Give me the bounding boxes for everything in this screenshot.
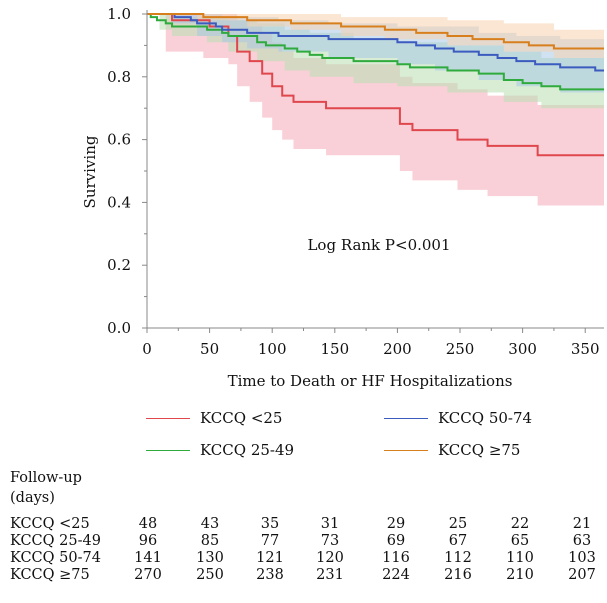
at-risk-header-line1: Follow-up [10, 470, 82, 486]
at-risk-row-kccq-ge75: KCCQ ≥75 270 250 238 231 224 216 210 207 [10, 567, 607, 584]
at-risk-cell: 85 [200, 533, 220, 549]
y-tick-label: 0.4 [107, 193, 131, 211]
at-risk-cell: 216 [444, 567, 472, 583]
survival-chart: 0.00.20.40.60.81.00 50 100 150 200 250 300 350 … [81, 5, 604, 390]
legend-swatch-kccq-25-49 [146, 449, 190, 451]
at-risk-cell: 43 [200, 516, 220, 532]
legend-item-kccq-25-49: KCCQ 25-49 [146, 441, 294, 459]
legend-item-kccq-ge75: KCCQ ≥75 [384, 441, 520, 459]
at-risk-cell: 35 [260, 516, 280, 532]
at-risk-row-kccq-lt25: KCCQ <25 48 43 35 31 29 25 22 21 [10, 516, 607, 533]
legend: KCCQ <25 KCCQ 50-74 KCCQ 25-49 KCCQ ≥75 [0, 405, 607, 465]
at-risk-cell: 121 [256, 550, 284, 566]
at-risk-cell: 77 [260, 533, 280, 549]
legend-swatch-kccq-50-74 [384, 417, 428, 419]
at-risk-cell: 65 [510, 533, 530, 549]
y-tick-label: 0.2 [107, 256, 131, 274]
at-risk-cell: 224 [382, 567, 410, 583]
at-risk-cell: 116 [382, 550, 410, 566]
at-risk-row-kccq-50-74: KCCQ 50-74 141 130 121 120 116 112 110 103 [10, 550, 607, 567]
y-tick-label: 0.8 [107, 68, 131, 86]
at-risk-cell: 63 [572, 533, 592, 549]
legend-swatch-kccq-ge75 [384, 449, 428, 451]
y-tick-label: 0.0 [107, 319, 131, 337]
x-tick-label: 350 [571, 340, 600, 358]
curve-kccq-50-74 [147, 13, 604, 72]
curve-kccq-25-49 [147, 13, 604, 91]
at-risk-cell: 130 [196, 550, 224, 566]
annotation-logrank: Log Rank P<0.001 [307, 236, 450, 254]
x-tick-label: 300 [508, 340, 537, 358]
survival-curves [147, 13, 604, 157]
x-tick-label: 200 [383, 340, 412, 358]
legend-item-kccq-lt25: KCCQ <25 [146, 409, 282, 427]
legend-label: KCCQ 25-49 [200, 441, 295, 459]
at-risk-header: Follow-up (days) [10, 468, 82, 508]
at-risk-cell: 31 [320, 516, 340, 532]
at-risk-cell: 112 [444, 550, 472, 566]
at-risk-cell: 238 [256, 567, 284, 583]
at-risk-cell: 270 [134, 567, 162, 583]
at-risk-cell: 22 [510, 516, 530, 532]
at-risk-cell: 207 [568, 567, 596, 583]
confidence-bands [147, 14, 604, 206]
curve-kccq-ge75 [147, 13, 604, 50]
at-risk-row-label: KCCQ ≥75 [10, 567, 90, 583]
x-tick-label: 0 [142, 340, 152, 358]
at-risk-row-label: KCCQ <25 [10, 516, 90, 532]
at-risk-row-label: KCCQ 50-74 [10, 550, 101, 566]
at-risk-cell: 25 [448, 516, 468, 532]
axes: 0.0 0.2 0.4 0.6 0.8 1.0 0 50 100 150 200 250 300 350 [107, 5, 604, 358]
at-risk-header-line2: (days) [10, 490, 55, 506]
at-risk-cell: 110 [506, 550, 534, 566]
at-risk-cell: 67 [448, 533, 468, 549]
at-risk-cell: 69 [386, 533, 406, 549]
x-tick-label: 150 [320, 340, 349, 358]
at-risk-cell: 231 [316, 567, 344, 583]
x-tick-label: 50 [200, 340, 219, 358]
at-risk-cell: 48 [138, 516, 158, 532]
legend-label: KCCQ 50-74 [438, 409, 533, 427]
at-risk-cell: 250 [196, 567, 224, 583]
x-tick-label: 100 [258, 340, 287, 358]
at-risk-cell: 210 [506, 567, 534, 583]
y-axis-label: Surviving [81, 135, 99, 208]
at-risk-row-label: KCCQ 25-49 [10, 533, 101, 549]
at-risk-cell: 96 [138, 533, 158, 549]
ci-band-kccq-ge75 [147, 14, 604, 62]
legend-label: KCCQ ≥75 [438, 441, 521, 459]
at-risk-cell: 141 [134, 550, 162, 566]
curve-kccq-lt25 [147, 13, 604, 157]
x-axis-label: Time to Death or HF Hospitalizations [228, 372, 513, 390]
legend-item-kccq-50-74: KCCQ 50-74 [384, 409, 532, 427]
at-risk-row-kccq-25-49: KCCQ 25-49 96 85 77 73 69 67 65 63 [10, 533, 607, 550]
x-tick-label: 250 [446, 340, 475, 358]
y-tick-label: 1.0 [107, 5, 131, 23]
at-risk-cell: 120 [316, 550, 344, 566]
at-risk-cell: 29 [386, 516, 406, 532]
at-risk-cell: 21 [572, 516, 592, 532]
legend-swatch-kccq-lt25 [146, 417, 190, 419]
y-tick-label: 0.6 [107, 131, 131, 149]
at-risk-cell: 103 [568, 550, 596, 566]
legend-label: KCCQ <25 [200, 409, 283, 427]
at-risk-cell: 73 [320, 533, 340, 549]
